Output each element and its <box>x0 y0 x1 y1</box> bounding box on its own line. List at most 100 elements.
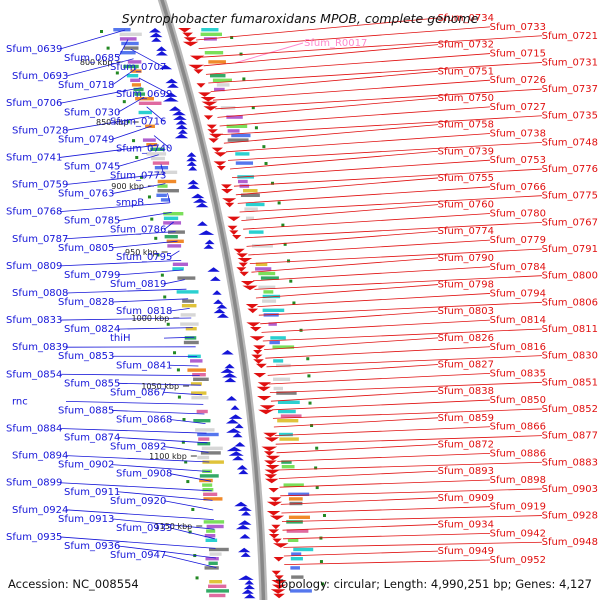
left-gene-label: Sfum_0833 <box>6 315 62 326</box>
tick-dot <box>306 357 310 361</box>
left-label-line <box>65 509 214 520</box>
forward-gene-arrow <box>259 405 276 410</box>
cog-band-left <box>157 189 179 193</box>
forward-gene-arrow <box>206 124 217 130</box>
left-label-line <box>169 250 180 258</box>
right-label-line <box>261 319 491 333</box>
forward-gene-arrow <box>258 409 274 415</box>
forward-gene-arrow <box>271 524 281 530</box>
right-gene-label: Sfum_0780 <box>490 208 546 219</box>
cog-band-right <box>276 363 291 368</box>
forward-gene-arrow <box>264 478 279 484</box>
left-gene-label: Sfum_0786 <box>110 225 166 236</box>
tick-dot <box>184 460 188 464</box>
cog-band-right <box>212 78 232 82</box>
forward-gene-arrow <box>247 308 259 314</box>
forward-gene-arrow <box>271 580 287 585</box>
forward-gene-arrow <box>178 28 192 33</box>
reverse-gene-arrow <box>210 276 221 281</box>
tick-dot <box>195 576 199 580</box>
reverse-gene-arrow <box>162 97 179 102</box>
left-gene-label: Sfum_0839 <box>12 342 68 353</box>
right-gene-label: Sfum_0784 <box>490 262 546 273</box>
tick-dot <box>181 440 185 444</box>
right-label-line <box>249 248 543 264</box>
right-label-line <box>241 204 439 221</box>
cog-band-left <box>142 138 156 142</box>
tick-label: 1100 kbp <box>149 452 187 461</box>
right-gene-label: Sfum_0800 <box>542 271 598 282</box>
cog-band-left <box>190 382 202 386</box>
left-label-line <box>169 364 199 367</box>
left-gene-label: Sfum_0707 <box>110 62 166 73</box>
left-label-line <box>117 491 213 501</box>
reverse-gene-arrow <box>207 267 220 272</box>
cog-band-left <box>200 451 221 455</box>
right-label-line <box>283 541 543 548</box>
right-gene-label: Sfum_0830 <box>542 351 598 362</box>
forward-gene-arrow <box>196 83 206 88</box>
forward-gene-arrow <box>253 373 267 378</box>
right-gene-label: Sfum_0760 <box>438 200 494 211</box>
right-gene-label: Sfum_0734 <box>438 13 494 24</box>
cog-band-left <box>146 143 158 147</box>
right-gene-label: Sfum_0755 <box>438 173 494 184</box>
cog-band-left <box>157 179 177 184</box>
right-label-line <box>276 444 439 454</box>
right-gene-label: Sfum_0774 <box>438 226 494 237</box>
left-gene-label: rnc <box>12 396 28 407</box>
forward-gene-arrow <box>222 198 237 203</box>
reverse-gene-arrow <box>221 350 234 355</box>
left-gene-label: Sfum_0706 <box>6 98 62 109</box>
reverse-gene-arrow <box>187 179 199 185</box>
cog-band-right <box>231 133 251 138</box>
cog-band-left <box>201 446 223 450</box>
right-gene-label: Sfum_0859 <box>438 413 494 424</box>
reverse-gene-arrow <box>151 37 162 42</box>
cog-band-left <box>138 101 162 105</box>
forward-gene-arrow <box>257 382 272 387</box>
forward-gene-arrow <box>249 327 262 332</box>
reverse-gene-arrow <box>220 368 235 373</box>
forward-gene-arrow <box>264 469 281 475</box>
right-gene-label: Sfum_0735 <box>542 111 598 122</box>
reverse-gene-arrow <box>216 313 229 318</box>
left-gene-label: Sfum_0745 <box>64 161 120 172</box>
forward-gene-arrow <box>182 32 193 38</box>
cog-band-right <box>268 322 277 326</box>
left-label-line <box>163 500 214 511</box>
left-gene-label: Sfum_0785 <box>64 216 120 227</box>
forward-gene-arrow <box>268 529 280 534</box>
left-gene-label: Sfum_0874 <box>64 433 120 444</box>
left-label-line <box>111 410 205 415</box>
right-gene-label: Sfum_0827 <box>438 360 494 371</box>
right-gene-label: Sfum_0748 <box>542 137 598 148</box>
forward-gene-arrow <box>207 129 218 134</box>
cog-band-right <box>251 244 273 248</box>
tick-label: 850 kbp <box>96 118 129 127</box>
right-label-line <box>279 479 491 488</box>
reverse-gene-arrow <box>213 308 226 314</box>
left-label-line <box>160 164 165 176</box>
cog-band-right <box>278 409 296 414</box>
tick-label: 950 kbp <box>125 248 158 257</box>
right-label-line <box>257 293 491 307</box>
right-gene-label: Sfum_0838 <box>438 386 494 397</box>
forward-gene-arrow <box>255 363 267 369</box>
cog-band-left <box>198 437 210 441</box>
forward-gene-arrow <box>268 534 280 539</box>
right-label-line <box>271 399 491 411</box>
tick-dot <box>230 36 234 39</box>
forward-gene-arrow <box>214 152 227 157</box>
right-label-line <box>223 124 439 144</box>
cog-band-right <box>255 267 272 271</box>
cog-band-left <box>197 432 219 437</box>
left-gene-label: Sfum_0908 <box>116 469 172 480</box>
cog-band-right <box>201 28 219 32</box>
right-label-line <box>230 150 439 170</box>
reverse-gene-arrow <box>167 83 179 88</box>
reverse-gene-arrow <box>195 202 209 208</box>
left-gene-label: Sfum_0911 <box>64 487 120 498</box>
tick-dot <box>106 46 110 50</box>
right-label-line <box>251 257 439 273</box>
